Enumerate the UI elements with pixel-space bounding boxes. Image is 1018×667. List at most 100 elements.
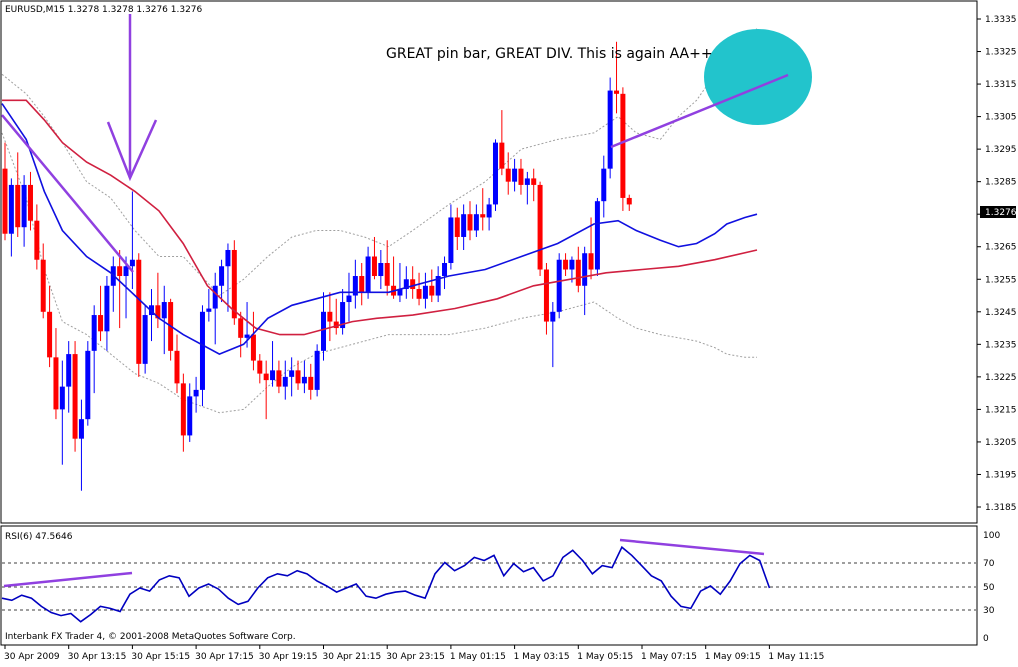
- highlight-circle: [704, 29, 812, 125]
- price-tick-label: 1.3205: [985, 438, 1017, 448]
- candle: [238, 311, 244, 358]
- candle: [403, 266, 409, 299]
- candle: [155, 272, 161, 329]
- candle: [454, 207, 460, 250]
- time-tick-label: 1 May 11:15: [768, 652, 824, 662]
- candle: [40, 243, 46, 319]
- candle: [588, 217, 594, 280]
- candle: [321, 292, 326, 361]
- candle: [365, 246, 371, 299]
- candle: [346, 272, 352, 322]
- candle: [257, 354, 263, 384]
- candle: [531, 168, 537, 202]
- candle: [136, 253, 142, 377]
- candle: [21, 175, 27, 247]
- candle: [422, 272, 428, 309]
- candle: [607, 77, 613, 179]
- price-tick-label: 1.3265: [985, 243, 1017, 253]
- highlighted-candles: [607, 41, 632, 211]
- candle: [327, 292, 333, 342]
- time-tick-label: 1 May 09:15: [705, 652, 761, 662]
- candle: [442, 256, 448, 290]
- rsi-label: RSI(6) 47.5646: [5, 532, 73, 542]
- price-tick-label: 1.3315: [985, 80, 1017, 90]
- price-tick-label: 1.3305: [985, 113, 1017, 123]
- current-price-marker: [980, 206, 1016, 218]
- candle: [161, 285, 167, 355]
- price-tick-label: 1.3295: [985, 145, 1017, 155]
- candle: [72, 341, 78, 452]
- current-price-label: 1.3276: [985, 208, 1017, 218]
- candle: [620, 87, 626, 211]
- candle: [359, 263, 365, 306]
- candle: [314, 344, 320, 397]
- candle: [410, 266, 416, 299]
- candle: [563, 253, 569, 277]
- candle: [270, 341, 276, 387]
- candle: [582, 246, 588, 316]
- rsi-level-50: 50: [983, 583, 995, 593]
- time-tick-label: 30 Apr 13:15: [68, 652, 127, 662]
- candle: [518, 158, 524, 195]
- time-tick-label: 1 May 05:15: [577, 652, 633, 662]
- candle: [626, 194, 632, 211]
- candle: [27, 171, 33, 231]
- candle: [505, 152, 511, 195]
- candle: [550, 302, 556, 368]
- candle: [180, 373, 186, 452]
- candle: [66, 341, 72, 413]
- symbol-header: EURUSD,M15 1.3278 1.3278 1.3276 1.3276: [5, 5, 203, 15]
- candle: [575, 246, 581, 293]
- candle: [142, 305, 148, 374]
- price-tick-label: 1.3185: [985, 503, 1017, 513]
- candle: [371, 236, 377, 280]
- rsi-panel[interactable]: [0, 525, 978, 646]
- candle: [225, 243, 231, 312]
- candle: [85, 341, 91, 426]
- candle: [282, 360, 288, 400]
- candle: [486, 197, 492, 231]
- time-tick-label: 30 Apr 21:15: [323, 652, 382, 662]
- candle: [492, 139, 498, 211]
- candle: [308, 363, 314, 400]
- candle: [212, 272, 218, 345]
- rsi-level-lines: [2, 562, 976, 611]
- candle: [174, 334, 180, 394]
- moving-average-fast-line: [1, 103, 758, 355]
- rsi-level-70: 70: [983, 559, 995, 569]
- time-tick-label: 1 May 03:15: [514, 652, 570, 662]
- time-tick-label: 1 May 07:15: [641, 652, 697, 662]
- candle: [47, 285, 53, 368]
- candles-layer: [2, 110, 607, 491]
- price-tick-label: 1.3335: [985, 15, 1017, 25]
- candle: [206, 289, 212, 322]
- rsi-level-100: 100: [983, 531, 1000, 541]
- candle: [601, 155, 607, 218]
- candle: [301, 360, 307, 394]
- candle: [416, 272, 422, 306]
- candle: [594, 197, 600, 277]
- price-tick-label: 1.3245: [985, 308, 1017, 318]
- rsi-line: [1, 545, 771, 623]
- annotation-text: GREAT pin bar, GREAT DIV. This is again …: [386, 46, 713, 62]
- candle: [193, 376, 199, 413]
- candle: [435, 266, 441, 303]
- candle: [397, 263, 403, 303]
- candle: [98, 285, 104, 342]
- candle: [473, 204, 479, 237]
- trendline-annotations: [1, 14, 789, 273]
- candle: [53, 328, 59, 420]
- candle: [15, 152, 21, 237]
- rsi-divergence-lines: [3, 538, 765, 588]
- candle: [448, 204, 454, 270]
- price-tick-label: 1.3235: [985, 340, 1017, 350]
- price-panel[interactable]: [0, 0, 978, 524]
- price-tick-label: 1.3225: [985, 373, 1017, 383]
- candle: [59, 360, 65, 465]
- bollinger-lower-band: [1, 132, 757, 414]
- candle: [333, 298, 339, 335]
- rsi-level-30: 30: [983, 606, 995, 616]
- candle: [295, 360, 301, 390]
- price-tick-label: 1.3325: [985, 48, 1017, 58]
- candle: [537, 181, 543, 277]
